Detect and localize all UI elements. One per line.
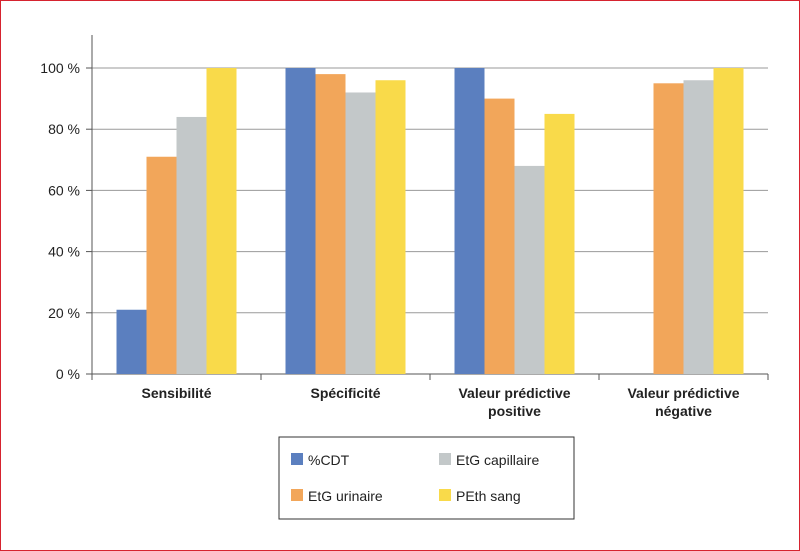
bar-etg-capillaire bbox=[176, 116, 207, 375]
bar-etg-capillaire bbox=[683, 80, 714, 375]
bar-peth-sang bbox=[713, 68, 744, 374]
legend-label: PEth sang bbox=[456, 488, 521, 504]
y-tick-label: 40 % bbox=[48, 244, 80, 260]
x-category-label: Sensibilité bbox=[141, 385, 211, 401]
bar-cdt bbox=[285, 68, 316, 374]
bar-peth-sang bbox=[206, 68, 237, 374]
legend-label: %CDT bbox=[308, 452, 350, 468]
bar-etg-capillaire bbox=[514, 165, 545, 374]
bar-cdt bbox=[454, 68, 485, 374]
y-tick-label: 20 % bbox=[48, 305, 80, 321]
bar-etg-urinaire bbox=[146, 156, 177, 374]
bar-etg-capillaire bbox=[345, 92, 376, 374]
legend-swatch bbox=[439, 489, 451, 501]
bar-cdt bbox=[116, 309, 147, 374]
bar-etg-urinaire bbox=[653, 83, 684, 375]
x-category-label: négative bbox=[655, 403, 712, 419]
y-tick-label: 80 % bbox=[48, 121, 80, 137]
x-category-label: Valeur prédictive bbox=[627, 385, 739, 401]
x-category-label: Spécificité bbox=[310, 385, 380, 401]
legend-box bbox=[278, 436, 575, 520]
legend-swatch bbox=[439, 453, 451, 465]
legend-swatch bbox=[291, 453, 303, 465]
legend-label: EtG urinaire bbox=[308, 488, 383, 504]
bar-peth-sang bbox=[544, 113, 575, 375]
legend-label: EtG capillaire bbox=[456, 452, 539, 468]
y-tick-label: 60 % bbox=[48, 182, 80, 198]
y-tick-label: 0 % bbox=[56, 366, 80, 382]
bar-etg-urinaire bbox=[484, 98, 515, 374]
bar-etg-urinaire bbox=[315, 74, 346, 375]
bar-peth-sang bbox=[375, 80, 406, 375]
y-tick-label: 100 % bbox=[40, 60, 80, 76]
x-category-label: positive bbox=[488, 403, 541, 419]
x-category-label: Valeur prédictive bbox=[458, 385, 570, 401]
legend-swatch bbox=[291, 489, 303, 501]
